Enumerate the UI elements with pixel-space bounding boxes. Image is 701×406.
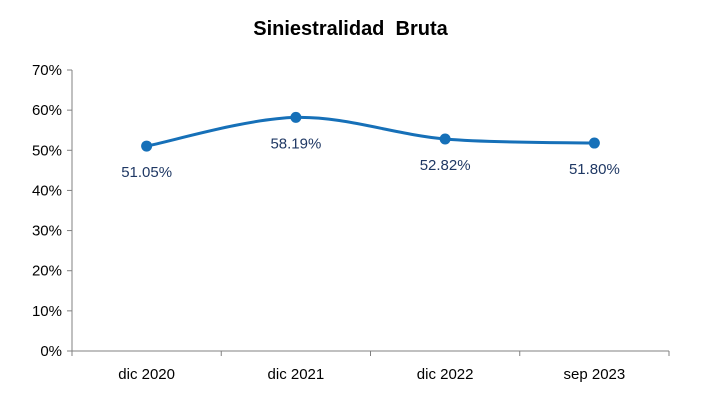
data-label: 51.05% (121, 164, 172, 181)
y-tick-label: 30% (32, 223, 62, 240)
chart-title: Siniestralidad Bruta (253, 18, 448, 40)
y-axis-ticks: 0% 10% 20% 30% 40% 50% 60% 70% (32, 62, 72, 360)
data-label: 58.19% (270, 135, 321, 152)
series-line-group (141, 111, 600, 152)
x-tick-label: sep 2023 (564, 366, 626, 383)
y-tick-label: 40% (32, 182, 62, 199)
x-tick-label: dic 2022 (417, 366, 474, 383)
data-label: 52.82% (420, 157, 471, 174)
data-label: 51.80% (569, 161, 620, 178)
y-tick-label: 70% (32, 62, 62, 79)
data-point (290, 111, 302, 123)
y-tick-label: 10% (32, 303, 62, 320)
y-tick-label: 20% (32, 263, 62, 280)
y-tick-label: 0% (40, 343, 62, 360)
x-axis-ticks: dic 2020 dic 2021 dic 2022 sep 2023 (71, 351, 670, 383)
y-tick-label: 50% (32, 142, 62, 159)
data-labels-group: 51.05% 58.19% 52.82% 51.80% (121, 135, 620, 181)
x-tick-label: dic 2021 (268, 366, 325, 383)
y-tick-label: 60% (32, 102, 62, 119)
series-line (145, 115, 596, 148)
data-point (439, 133, 451, 145)
data-point (141, 140, 153, 152)
x-tick-label: dic 2020 (118, 366, 175, 383)
axes (71, 70, 669, 352)
data-point (588, 137, 600, 149)
